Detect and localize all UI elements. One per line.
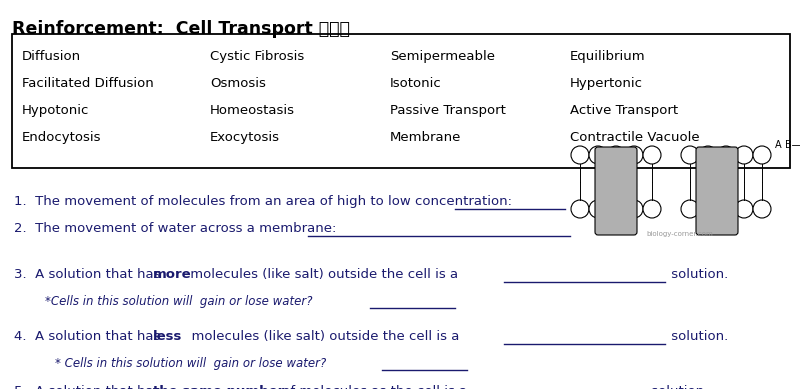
Text: 3.  A solution that has: 3. A solution that has bbox=[14, 268, 165, 281]
Circle shape bbox=[753, 146, 771, 164]
Text: 4.  A solution that has: 4. A solution that has bbox=[14, 330, 165, 343]
Text: Hypertonic: Hypertonic bbox=[570, 77, 643, 90]
Text: molecules (like salt) outside the cell is a: molecules (like salt) outside the cell i… bbox=[186, 268, 462, 281]
Text: Contractile Vacuole: Contractile Vacuole bbox=[570, 131, 700, 144]
Circle shape bbox=[643, 146, 661, 164]
Circle shape bbox=[625, 146, 643, 164]
Circle shape bbox=[753, 200, 771, 218]
Circle shape bbox=[607, 146, 625, 164]
Text: biology-corner.com: biology-corner.com bbox=[646, 231, 714, 237]
Circle shape bbox=[625, 200, 643, 218]
Text: 2.  The movement of water across a membrane:: 2. The movement of water across a membra… bbox=[14, 222, 336, 235]
Text: Passive Transport: Passive Transport bbox=[390, 104, 506, 117]
Text: solution.: solution. bbox=[667, 268, 728, 281]
Text: solution.: solution. bbox=[647, 385, 708, 389]
Text: Active Transport: Active Transport bbox=[570, 104, 678, 117]
Text: 1.  The movement of molecules from an area of high to low concentration:: 1. The movement of molecules from an are… bbox=[14, 195, 512, 208]
Text: molecules (like salt) outside the cell is a: molecules (like salt) outside the cell i… bbox=[183, 330, 464, 343]
Text: Exocytosis: Exocytosis bbox=[210, 131, 280, 144]
Text: 5.  A solution that has: 5. A solution that has bbox=[14, 385, 165, 389]
Circle shape bbox=[589, 146, 607, 164]
Text: Semipermeable: Semipermeable bbox=[390, 50, 495, 63]
Circle shape bbox=[699, 146, 717, 164]
Circle shape bbox=[681, 146, 699, 164]
Text: * Cells in this solution will  gain or lose water?: * Cells in this solution will gain or lo… bbox=[55, 357, 334, 370]
Text: Membrane: Membrane bbox=[390, 131, 462, 144]
Text: Endocytosis: Endocytosis bbox=[22, 131, 102, 144]
Text: Homeostasis: Homeostasis bbox=[210, 104, 295, 117]
Text: less: less bbox=[153, 330, 182, 343]
Text: Cystic Fibrosis: Cystic Fibrosis bbox=[210, 50, 304, 63]
Circle shape bbox=[681, 200, 699, 218]
Text: Diffusion: Diffusion bbox=[22, 50, 81, 63]
Circle shape bbox=[699, 200, 717, 218]
Circle shape bbox=[643, 200, 661, 218]
Text: of molecules as the cell is a: of molecules as the cell is a bbox=[278, 385, 471, 389]
Text: Facilitated Diffusion: Facilitated Diffusion bbox=[22, 77, 154, 90]
Circle shape bbox=[571, 146, 589, 164]
Text: A: A bbox=[775, 140, 782, 150]
Circle shape bbox=[571, 200, 589, 218]
Circle shape bbox=[717, 146, 735, 164]
Circle shape bbox=[717, 200, 735, 218]
Text: *Cells in this solution will  gain or lose water?: *Cells in this solution will gain or los… bbox=[45, 295, 320, 308]
Text: the same number: the same number bbox=[153, 385, 284, 389]
Text: solution.: solution. bbox=[667, 330, 728, 343]
Bar bbox=[12, 34, 790, 168]
Text: more: more bbox=[153, 268, 192, 281]
Text: Reinforcement:  Cell Transport 💧💦🍓: Reinforcement: Cell Transport 💧💦🍓 bbox=[12, 20, 350, 38]
Text: Hypotonic: Hypotonic bbox=[22, 104, 90, 117]
Circle shape bbox=[735, 146, 753, 164]
Text: Osmosis: Osmosis bbox=[210, 77, 266, 90]
FancyBboxPatch shape bbox=[595, 147, 637, 235]
Text: B: B bbox=[785, 140, 792, 150]
Text: Equilibrium: Equilibrium bbox=[570, 50, 646, 63]
Circle shape bbox=[589, 200, 607, 218]
Circle shape bbox=[607, 200, 625, 218]
Circle shape bbox=[735, 200, 753, 218]
FancyBboxPatch shape bbox=[696, 147, 738, 235]
Text: Isotonic: Isotonic bbox=[390, 77, 442, 90]
